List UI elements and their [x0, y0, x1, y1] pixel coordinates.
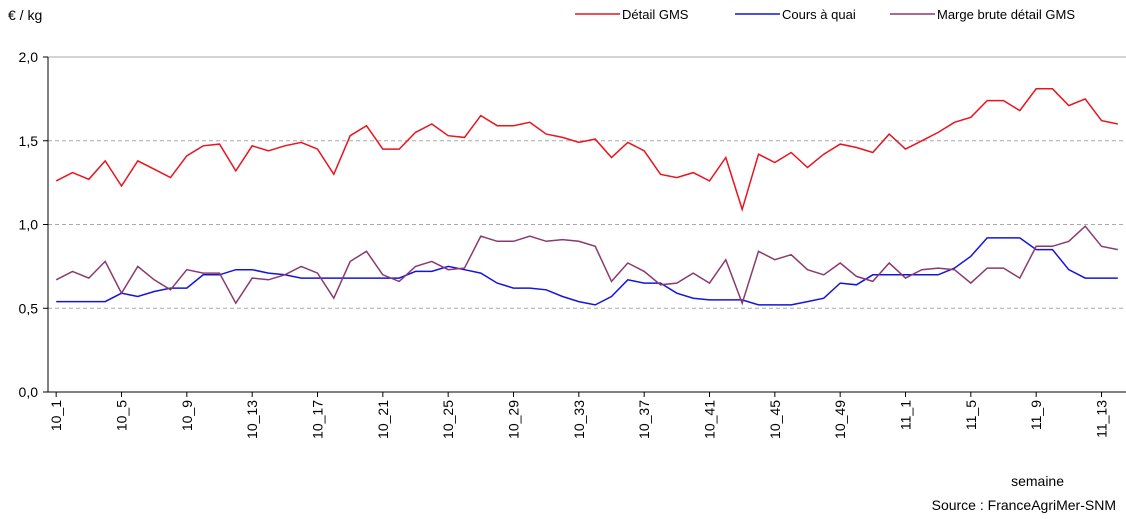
x-tick-label: 11_9: [1028, 400, 1044, 430]
y-tick-label: 1,0: [19, 217, 39, 233]
y-tick-label: 0,0: [19, 384, 39, 400]
x-tick-label: 10_1: [48, 400, 64, 431]
y-tick-label: 0,5: [19, 300, 39, 316]
y-tick-label: 1,5: [19, 133, 39, 149]
series-line: [55, 88, 1118, 212]
x-tick-label: 10_33: [571, 400, 587, 439]
x-tick-label: 11_13: [1094, 400, 1110, 438]
legend-label: Cours à quai: [782, 7, 856, 22]
x-tick-label: 11_1: [898, 400, 914, 430]
x-tick-label: 10_5: [114, 400, 130, 431]
x-tick-label: 10_49: [832, 400, 848, 439]
series-line: [55, 225, 1118, 306]
x-tick-label: 11_5: [963, 400, 979, 430]
x-tick-label: 10_25: [440, 400, 456, 439]
x-tick-label: 10_45: [767, 400, 783, 439]
x-tick-label: 10_21: [375, 400, 391, 439]
x-tick-label: 10_37: [636, 400, 652, 439]
y-tick-label: 2,0: [19, 49, 39, 65]
series-line: [56, 237, 1118, 306]
legend-label: Détail GMS: [622, 7, 689, 22]
x-tick-label: 10_9: [179, 400, 195, 431]
x-axis-label: semaine: [1011, 473, 1064, 489]
x-tick-label: 10_41: [702, 400, 718, 439]
source: Source : FranceAgriMer-SNM: [932, 497, 1116, 513]
x-tick-label: 10_29: [506, 400, 522, 439]
x-tick-label: 10_13: [244, 400, 260, 439]
x-tick-label: 10_17: [310, 400, 326, 439]
legend-label: Marge brute détail GMS: [937, 7, 1075, 22]
y-axis-label: € / kg: [8, 7, 42, 23]
